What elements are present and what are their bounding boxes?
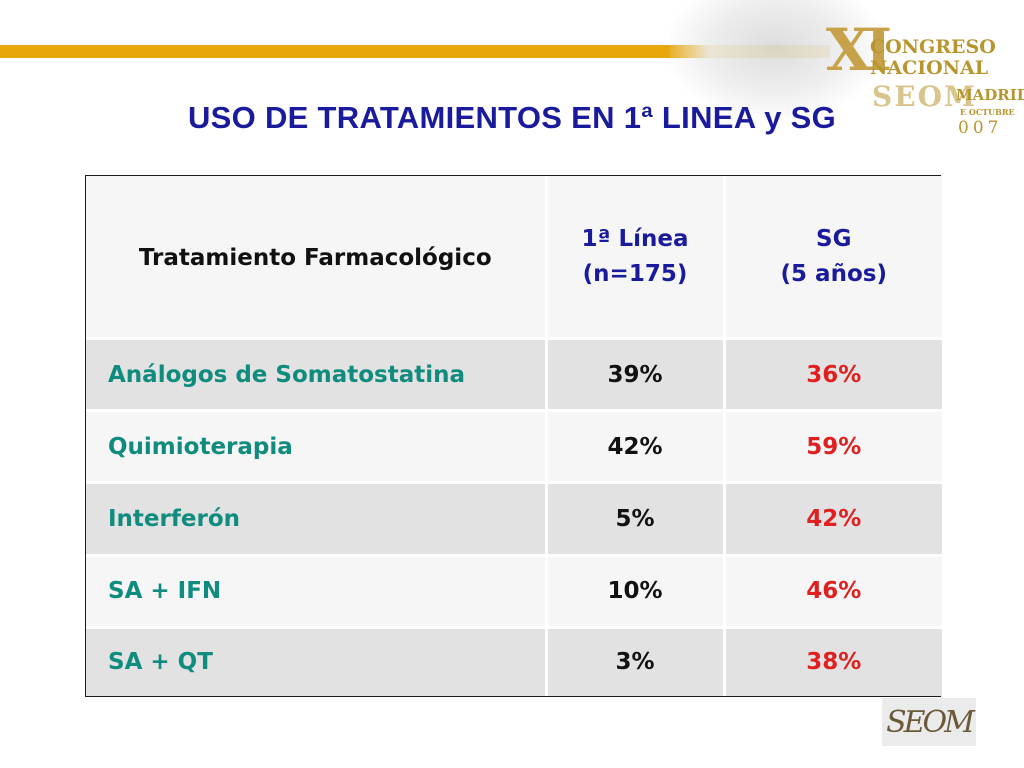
seom-logo: SEOM xyxy=(882,698,976,746)
first-line-value: 3% xyxy=(546,627,726,696)
sg-value: 46% xyxy=(724,555,942,629)
treatment-name: Quimioterapia xyxy=(86,410,548,485)
logo-photo xyxy=(670,0,880,118)
logo-text-madrid: MADRID xyxy=(956,86,1024,104)
table-header-row: Tratamiento Farmacológico 1ª Línea (n=17… xyxy=(86,176,942,340)
treatment-name: Interferón xyxy=(86,482,548,557)
header-first-line-n: (n=175) xyxy=(582,260,688,287)
first-line-value: 39% xyxy=(546,338,726,413)
congress-logo: XI CONGRESO NACIONAL SEOM MADRID E OCTUB… xyxy=(660,0,1024,150)
header-sg: SG (5 años) xyxy=(724,176,942,340)
logo-text-nacional: NACIONAL xyxy=(870,57,989,79)
header-first-line: 1ª Línea (n=175) xyxy=(546,176,726,340)
sg-value: 38% xyxy=(724,627,942,696)
table-row: Análogos de Somatostatina 39% 36% xyxy=(86,338,942,413)
logo-text-congreso: CONGRESO xyxy=(870,36,996,58)
table-row: Interferón 5% 42% xyxy=(86,482,942,557)
treatment-table: Tratamiento Farmacológico 1ª Línea (n=17… xyxy=(85,175,942,697)
treatment-name: SA + IFN xyxy=(86,555,548,629)
first-line-value: 10% xyxy=(546,555,726,629)
header-first-line-label: 1ª Línea xyxy=(581,226,689,252)
table-row: Quimioterapia 42% 59% xyxy=(86,410,942,485)
header-sg-years: (5 años) xyxy=(780,260,887,287)
header-sg-label: SG xyxy=(816,226,852,252)
logo-text-octubre: E OCTUBRE xyxy=(960,107,1015,117)
sg-value: 59% xyxy=(724,410,942,485)
treatment-name: SA + QT xyxy=(86,627,548,696)
sg-value: 36% xyxy=(724,338,942,413)
seom-logo-text: SEOM xyxy=(886,704,975,740)
page-title: USO DE TRATAMIENTOS EN 1ª LINEA y SG xyxy=(187,100,837,135)
logo-text-year: 007 xyxy=(958,118,1003,138)
table-row: SA + QT 3% 38% xyxy=(86,627,942,696)
logo-roman-numeral: XI xyxy=(826,16,892,84)
treatment-name: Análogos de Somatostatina xyxy=(86,338,548,413)
table-row: SA + IFN 10% 46% xyxy=(86,555,942,629)
first-line-value: 5% xyxy=(546,482,726,557)
logo-text-seom: SEOM xyxy=(872,80,977,113)
sg-value: 42% xyxy=(724,482,942,557)
accent-bar xyxy=(0,45,830,58)
first-line-value: 42% xyxy=(546,410,726,485)
header-treatment: Tratamiento Farmacológico xyxy=(86,176,548,340)
